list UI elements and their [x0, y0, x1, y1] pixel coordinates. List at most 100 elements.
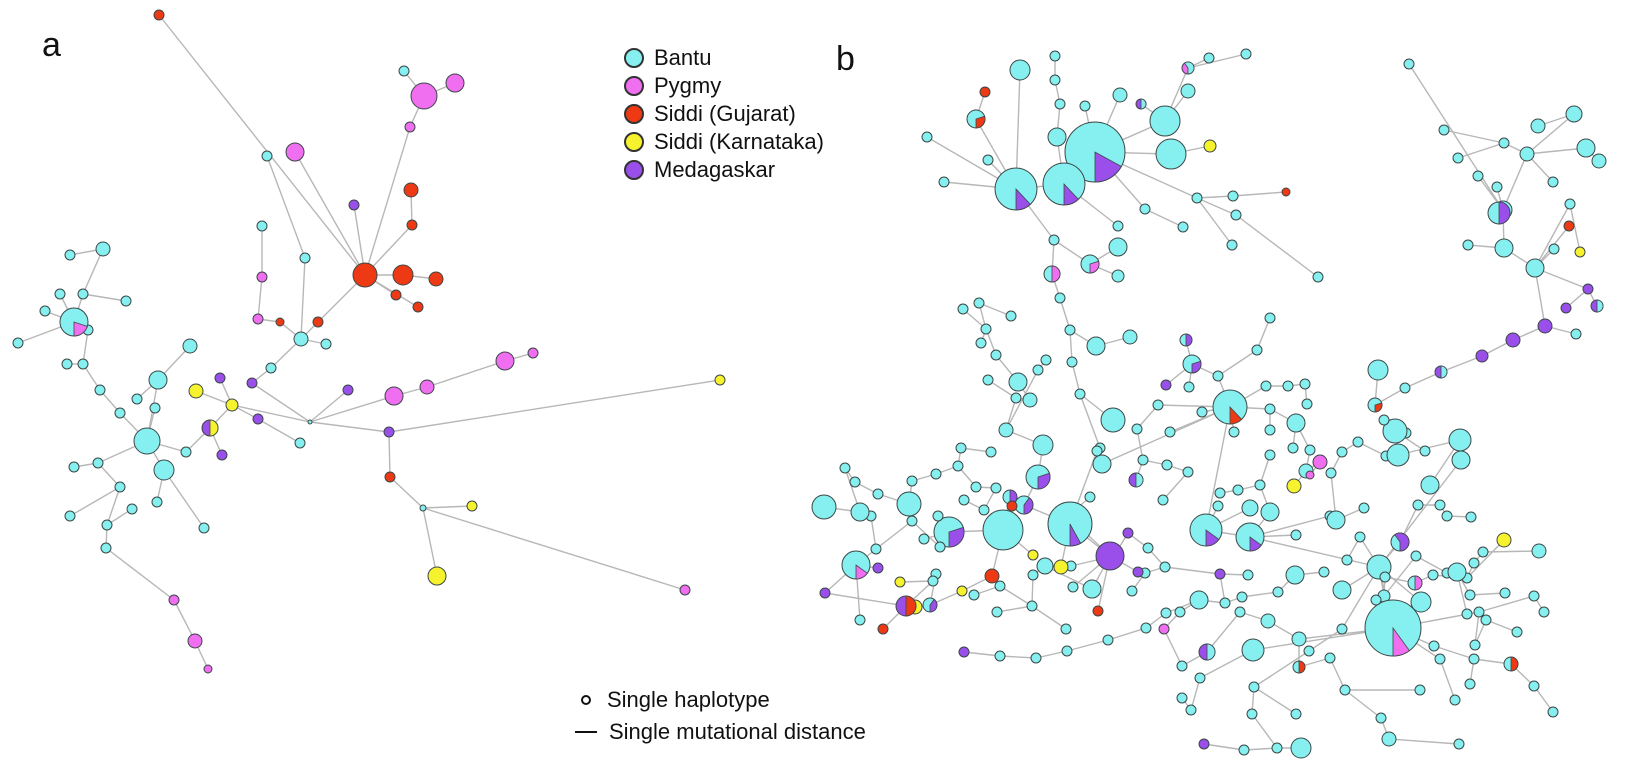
- network-b-haplotype-wedge: [948, 526, 965, 548]
- network-a-haplotype-node: [64, 510, 76, 522]
- network-b-haplotype-wedge: [1394, 532, 1410, 552]
- network-b-haplotype-node: [979, 86, 991, 98]
- network-a-haplotype-node: [312, 316, 324, 328]
- network-b-edge: [1478, 595, 1535, 613]
- network-b-edge: [1502, 153, 1528, 211]
- network-b-haplotype-node: [1086, 336, 1106, 356]
- network-b-haplotype-node: [1324, 652, 1336, 664]
- network-b-haplotype-node: [1420, 475, 1440, 495]
- network-b-haplotype-node: [1381, 731, 1397, 747]
- network-b-edge: [1253, 650, 1310, 688]
- network-b-haplotype-node: [994, 580, 1006, 592]
- network-b-haplotype-node: [1228, 426, 1240, 438]
- network-b-edge: [1066, 639, 1109, 652]
- network-b-haplotype-node: [1092, 605, 1104, 617]
- network-b-haplotype-node: [1189, 590, 1209, 610]
- medagaskar-swatch: [624, 160, 644, 180]
- network-a-haplotype-node: [390, 289, 402, 301]
- network-b-haplotype-node: [1410, 550, 1422, 562]
- network-b-haplotype-node: [1379, 571, 1391, 583]
- network-b-haplotype-node: [1158, 623, 1170, 635]
- network-b-haplotype-wedge: [1298, 660, 1306, 674]
- panel-label-a: a: [42, 26, 61, 64]
- network-a-edge: [364, 126, 411, 276]
- network-b-haplotype-node: [1447, 562, 1467, 582]
- network-b-haplotype-node: [1286, 413, 1306, 433]
- network-b-haplotype-node: [1537, 318, 1553, 334]
- network-b-haplotype-node: [1132, 566, 1144, 578]
- network-b-haplotype-node: [990, 349, 1002, 361]
- network-b-haplotype-node: [1352, 436, 1364, 448]
- network-b-haplotype-node: [1100, 407, 1126, 433]
- network-b-haplotype-node: [1176, 692, 1188, 704]
- network-b-edge: [1526, 113, 1575, 155]
- network-a-haplotype-node: [151, 496, 163, 508]
- network-b-haplotype-node: [1191, 192, 1203, 204]
- network-a-haplotype-node: [198, 522, 210, 534]
- network-b-edge: [899, 580, 934, 583]
- network-b-edge: [1534, 203, 1571, 269]
- network-b-haplotype-node: [1005, 310, 1017, 322]
- network-b-haplotype-node: [994, 650, 1006, 662]
- network-b-edge: [987, 379, 1017, 399]
- network-b-haplotype-node: [1006, 500, 1018, 512]
- network-b-edge: [1485, 619, 1518, 633]
- network-b-haplotype-node: [1528, 590, 1540, 602]
- network-b-haplotype-node: [1528, 680, 1540, 692]
- network-a-haplotype-node: [294, 437, 306, 449]
- network-a-haplotype-node: [410, 82, 438, 110]
- network-b-haplotype-node: [938, 176, 950, 188]
- network-b-haplotype-node: [1180, 83, 1196, 99]
- network-b-haplotype-node: [1074, 388, 1086, 400]
- network-b-haplotype-wedge: [1140, 98, 1147, 110]
- network-a-edge: [257, 418, 301, 444]
- network-b-haplotype-node: [1092, 454, 1112, 474]
- network-b-haplotype-node: [1027, 569, 1039, 581]
- network-b-edge: [1162, 471, 1189, 501]
- network-b-haplotype-node: [1177, 221, 1189, 233]
- network-b-haplotype-node: [1341, 554, 1353, 566]
- network-a-haplotype-node: [419, 504, 427, 512]
- network-b-haplotype-node: [1448, 428, 1472, 452]
- network-b-haplotype-node: [1498, 137, 1510, 149]
- network-b-haplotype-wedge: [1069, 523, 1082, 547]
- network-b-edge: [1206, 611, 1241, 653]
- network-b-haplotype-node: [1477, 546, 1489, 558]
- network-b-edge: [999, 585, 1033, 607]
- network-b-haplotype-node: [1403, 58, 1415, 70]
- panel-label-b: b: [836, 40, 855, 78]
- network-b-haplotype-node: [1149, 105, 1181, 137]
- network-a-haplotype-node: [120, 295, 132, 307]
- network-b-haplotype-node: [1214, 487, 1226, 499]
- network-b-haplotype-node: [1182, 466, 1194, 478]
- network-b-haplotype-node: [872, 488, 884, 500]
- network-a-edge: [388, 379, 721, 433]
- network-b-haplotype-node: [1236, 591, 1248, 603]
- network-b-haplotype-node: [1155, 138, 1187, 170]
- network-b-haplotype-node: [1438, 124, 1450, 136]
- network-b-haplotype-node: [1030, 652, 1042, 664]
- network-a-haplotype-wedge: [209, 419, 219, 437]
- network-b-haplotype-node: [1091, 445, 1103, 457]
- network-b-haplotype-node: [906, 475, 918, 487]
- network-a-edge: [294, 151, 366, 276]
- network-b-haplotype-node: [877, 623, 889, 635]
- network-b-haplotype-node: [1538, 606, 1550, 618]
- network-a-haplotype-node: [225, 398, 239, 412]
- network-b-edge: [1235, 214, 1319, 278]
- network-b-haplotype-node: [1260, 380, 1272, 392]
- network-a-haplotype-node: [252, 413, 264, 425]
- network-b-haplotype-node: [985, 446, 997, 458]
- network-b-haplotype-wedge: [1023, 497, 1034, 515]
- network-b-haplotype-wedge: [1414, 575, 1423, 591]
- network-b-haplotype-node: [1049, 50, 1061, 62]
- network-b-edge: [1079, 393, 1101, 449]
- network-b-haplotype-node: [1010, 392, 1022, 404]
- legend-item-bantu: Bantu: [624, 44, 824, 72]
- network-b-haplotype-node: [1475, 349, 1489, 363]
- network-b-edge: [1253, 686, 1297, 715]
- network-b-haplotype-node: [1305, 470, 1315, 480]
- network-b-haplotype-node: [1066, 356, 1078, 368]
- network-a-edge: [422, 507, 438, 577]
